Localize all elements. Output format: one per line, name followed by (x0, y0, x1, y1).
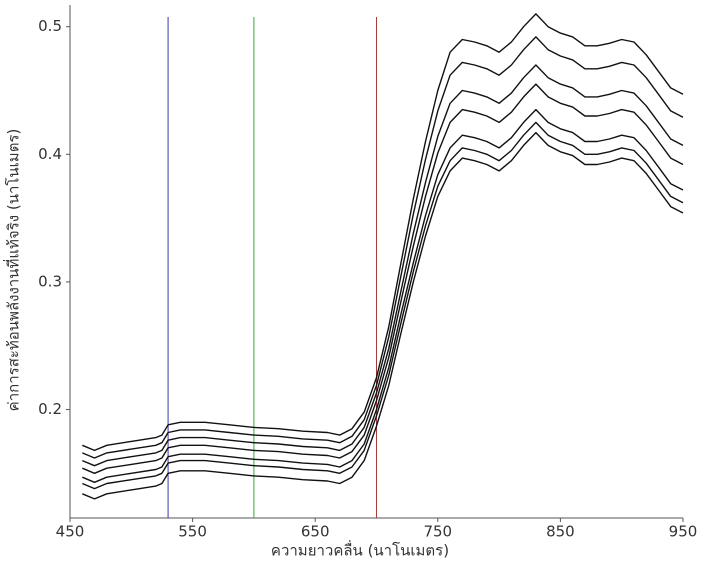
series-line (82, 83, 684, 474)
series-line (82, 121, 684, 490)
x-tick-label: 650 (301, 523, 330, 541)
x-tick-label: 950 (669, 523, 698, 541)
y-tick-label: 0.5 (38, 17, 62, 35)
y-tick-label: 0.3 (38, 272, 62, 290)
series-line (82, 64, 684, 467)
y-axis-label: ค่าการสะท้อนพลังงานที่แท้จริง (นาโนเมตร) (3, 129, 23, 412)
y-tick-label: 0.4 (38, 145, 62, 163)
series-line (82, 36, 684, 459)
x-tick-label: 850 (546, 523, 575, 541)
x-axis-label: ความยาวคลื่น (นาโนเมตร) (271, 540, 449, 560)
x-tick-label: 750 (423, 523, 452, 541)
series-line (82, 13, 684, 452)
series-line (82, 108, 684, 483)
x-tick-label: 450 (56, 523, 85, 541)
y-tick-label: 0.2 (38, 400, 62, 418)
series-line (82, 131, 684, 500)
x-tick-label: 550 (178, 523, 207, 541)
